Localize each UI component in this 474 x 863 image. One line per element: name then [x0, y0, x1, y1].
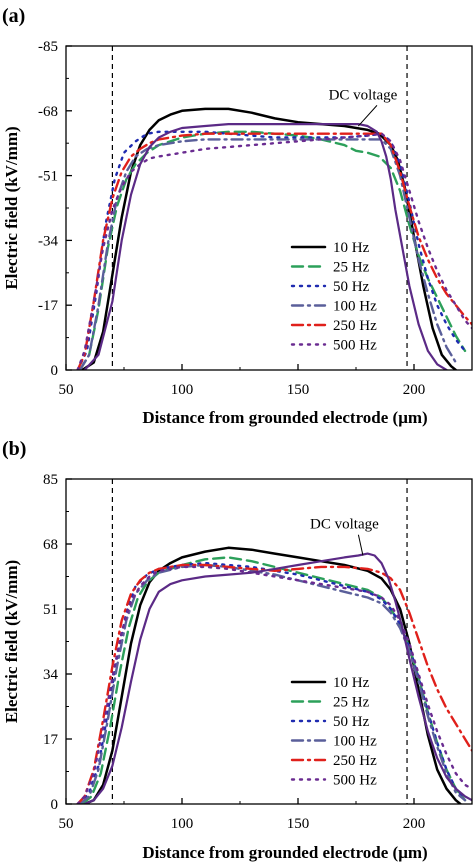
y-tick-label: 68	[43, 537, 58, 553]
annotation-dc-voltage: DC voltage	[329, 87, 398, 103]
series-line-50-hz	[76, 130, 467, 370]
panel-label: (b)	[2, 438, 26, 460]
legend-label: 25 Hz	[333, 695, 370, 711]
legend-label: 10 Hz	[333, 675, 370, 691]
x-axis-label: Distance from grounded electrode (μm)	[142, 843, 427, 862]
y-tick-label: -34	[38, 233, 58, 249]
y-axis-label: Electric field (kV/mm)	[2, 560, 21, 723]
x-tick-label: 100	[171, 382, 194, 398]
annotation-dc-voltage: DC voltage	[310, 517, 379, 533]
legend-label: 10 Hz	[333, 240, 370, 256]
y-tick-label: -51	[38, 169, 58, 185]
y-axis-label: Electric field (kV/mm)	[2, 126, 21, 289]
x-tick-label: 50	[59, 816, 74, 832]
legend-label: 25 Hz	[333, 260, 370, 276]
y-tick-label: -85	[38, 39, 58, 55]
annotation-pointer	[357, 534, 364, 556]
series-line-25-hz	[78, 130, 467, 370]
x-tick-label: 50	[59, 382, 74, 398]
panel-label: (a)	[2, 5, 25, 27]
x-tick-label: 200	[403, 816, 426, 832]
series-line-250-hz	[76, 563, 472, 804]
series-line-500-hz	[76, 565, 472, 804]
series-line-dc-voltage	[83, 552, 472, 804]
y-tick-label: -17	[38, 298, 58, 314]
y-tick-label: 17	[43, 732, 59, 748]
y-tick-label: 0	[51, 363, 59, 379]
x-axis-label: Distance from grounded electrode (μm)	[142, 408, 427, 427]
series-line-250-hz	[76, 132, 472, 370]
y-tick-label: 0	[51, 797, 59, 813]
series-line-500-hz	[76, 132, 472, 370]
y-tick-label: 85	[43, 472, 58, 488]
legend-label: 100 Hz	[333, 734, 377, 750]
y-tick-label: 51	[43, 602, 58, 618]
x-tick-label: 150	[287, 816, 310, 832]
legend-label: 50 Hz	[333, 279, 370, 295]
legend-label: 500 Hz	[333, 773, 377, 789]
legend-label: 50 Hz	[333, 714, 370, 730]
series-line-dc-voltage	[83, 123, 448, 370]
panel-a: (a) 50 100 150 200 0 -17 -34 -51 -68 -85 Distance f…	[2, 5, 473, 427]
legend-label: 250 Hz	[333, 318, 377, 334]
y-tick-label: 34	[43, 667, 59, 683]
annotation-pointer	[357, 105, 378, 127]
series-line-100-hz	[78, 563, 467, 804]
x-tick-label: 150	[287, 382, 310, 398]
legend-label: 500 Hz	[333, 338, 377, 354]
legend-label: 100 Hz	[333, 299, 377, 315]
y-tick-label: -68	[38, 104, 58, 120]
panel-b: (b) 50 100 150 200 0 17 34 51 68 85 Distance from g…	[2, 438, 473, 862]
x-tick-label: 100	[171, 816, 194, 832]
x-tick-label: 200	[403, 382, 426, 398]
legend-label: 250 Hz	[333, 753, 377, 769]
